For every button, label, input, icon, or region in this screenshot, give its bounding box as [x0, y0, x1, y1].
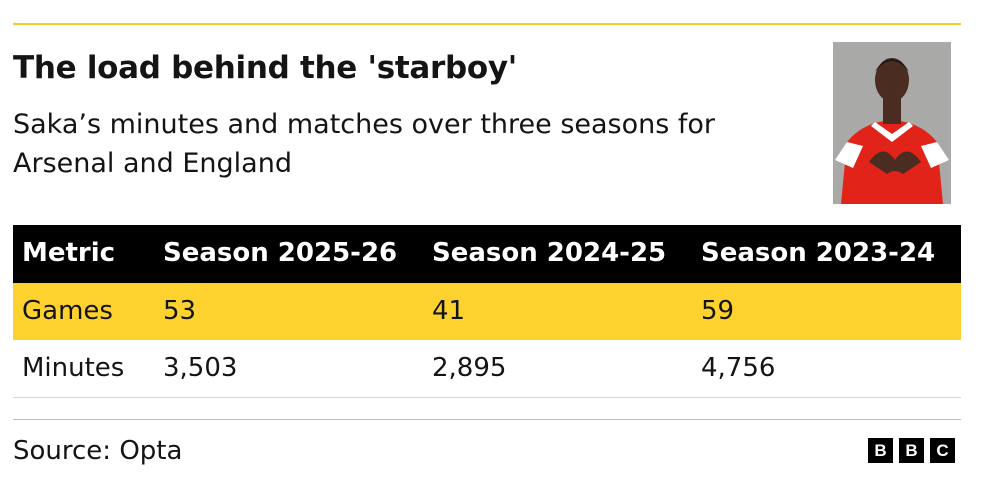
- table-cell: 4,756: [701, 353, 776, 383]
- table-cell: 3,503: [163, 353, 238, 383]
- source: Source: Opta: [13, 436, 183, 466]
- logo-letter: C: [930, 438, 955, 463]
- title: The load behind the 'starboy': [13, 50, 517, 86]
- column-header: Season 2024-25: [432, 238, 667, 268]
- column-header: Metric: [22, 238, 116, 268]
- table-cell: 53: [163, 296, 197, 326]
- column-header: Season 2023-24: [701, 238, 936, 268]
- table-cell: 41: [432, 296, 466, 326]
- column-header: Season 2025-26: [163, 238, 398, 268]
- table-cell: 2,895: [432, 353, 507, 383]
- table-row: Games 53 41 59: [13, 283, 961, 340]
- header-row: Metric Season 2025-26 Season 2024-25 Season…: [13, 225, 961, 283]
- player-photo: [833, 42, 951, 204]
- table-cell: Minutes: [22, 353, 125, 383]
- table-cell: Games: [22, 296, 113, 326]
- logo-letter: B: [868, 438, 893, 463]
- top-rule: [13, 23, 961, 25]
- divider: [13, 419, 961, 420]
- logo-letter: B: [899, 438, 924, 463]
- subtitle: Saka’s minutes and matches over three se…: [13, 109, 716, 179]
- data-table: Metric Season 2025-26 Season 2024-25 Season…: [13, 225, 961, 398]
- table-cell: 59: [701, 296, 735, 326]
- table-row: Minutes 3,503 2,895 4,756: [13, 340, 961, 398]
